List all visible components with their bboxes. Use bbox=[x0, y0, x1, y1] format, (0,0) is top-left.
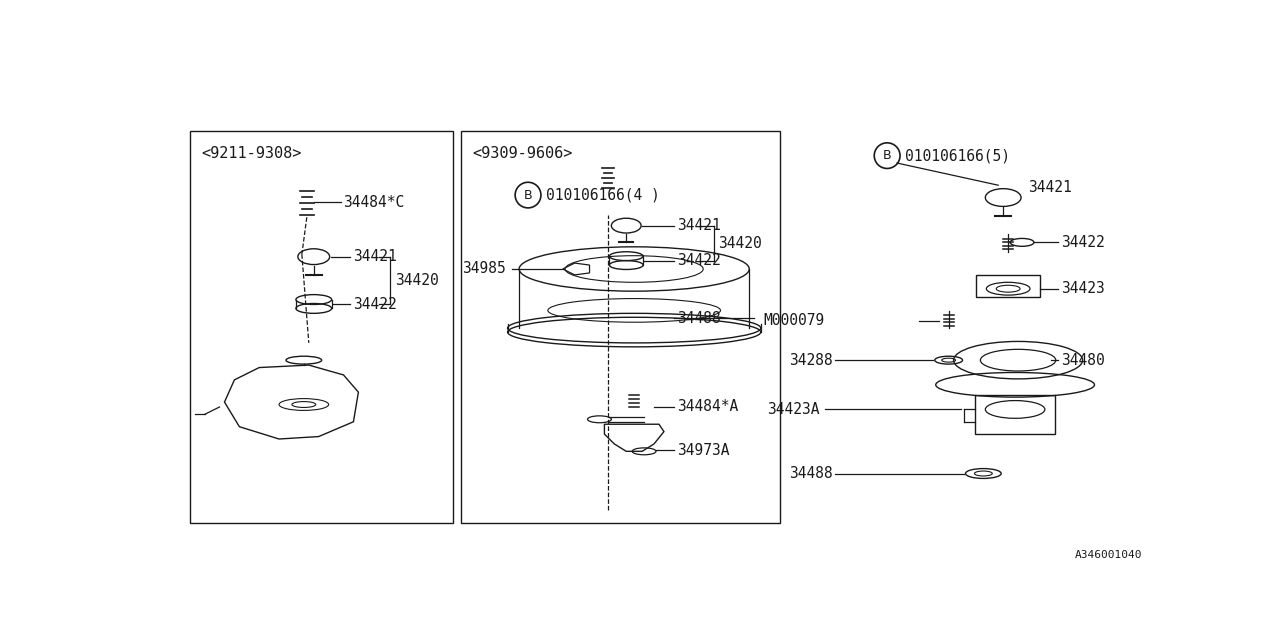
Text: 34288: 34288 bbox=[788, 353, 832, 367]
Text: 34423A: 34423A bbox=[767, 402, 819, 417]
Text: <9309-9606>: <9309-9606> bbox=[472, 146, 573, 161]
Text: 34985: 34985 bbox=[462, 262, 507, 276]
Bar bbox=[975, 395, 1055, 434]
Text: 34421: 34421 bbox=[353, 249, 397, 264]
Text: 34480: 34480 bbox=[1061, 353, 1105, 367]
Text: <9211-9308>: <9211-9308> bbox=[202, 146, 302, 161]
Text: 010106166(4 ): 010106166(4 ) bbox=[545, 188, 659, 203]
Text: 34420: 34420 bbox=[396, 273, 439, 288]
Text: 34423: 34423 bbox=[1061, 281, 1105, 296]
Text: B: B bbox=[524, 189, 532, 202]
Text: 34484*A: 34484*A bbox=[677, 399, 739, 415]
Text: 34422: 34422 bbox=[677, 253, 721, 268]
Bar bbox=[461, 131, 780, 523]
Text: M000079: M000079 bbox=[763, 313, 824, 328]
Text: 34421: 34421 bbox=[1028, 180, 1071, 195]
Bar bbox=[189, 131, 453, 523]
Text: 34421: 34421 bbox=[677, 218, 721, 233]
Bar bbox=[975, 275, 1041, 298]
Text: 010106166(5): 010106166(5) bbox=[905, 148, 1010, 163]
Text: A346001040: A346001040 bbox=[1075, 550, 1142, 560]
Text: 34488: 34488 bbox=[788, 466, 832, 481]
Text: 34484*C: 34484*C bbox=[343, 195, 404, 210]
Text: 34422: 34422 bbox=[353, 297, 397, 312]
Text: 34488: 34488 bbox=[677, 311, 721, 326]
Text: B: B bbox=[883, 149, 891, 162]
Text: 34422: 34422 bbox=[1061, 235, 1105, 250]
Text: 34420: 34420 bbox=[718, 236, 763, 251]
Text: 34973A: 34973A bbox=[677, 443, 730, 458]
